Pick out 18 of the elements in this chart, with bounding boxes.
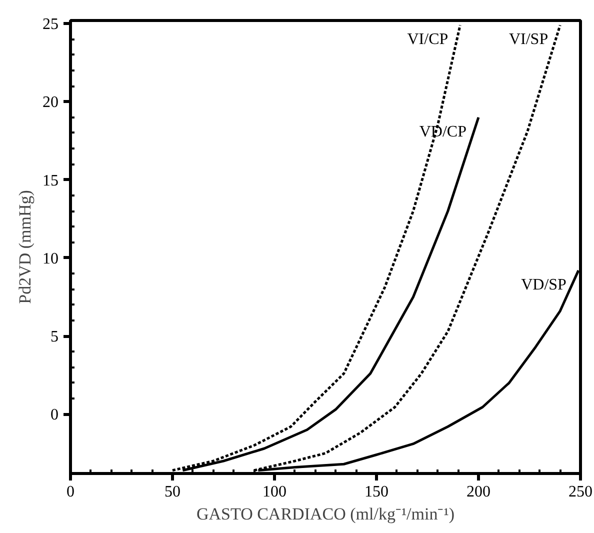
series-label: VI/CP [407, 31, 448, 48]
y-tick-label: 5 [50, 328, 58, 346]
y-tick-label: 25 [42, 16, 58, 34]
x-tick-label: 250 [568, 484, 592, 500]
x-tick-label: 200 [466, 484, 490, 500]
series-label: VD/CP [419, 123, 467, 140]
x-tick-label: 100 [262, 484, 286, 500]
x-tick-label: 0 [66, 484, 74, 500]
y-tick-label: 10 [42, 250, 58, 268]
y-axis-title: Pd2VD (mmHg) [16, 190, 34, 304]
x-axis-title: GASTO CARDIACO (ml/kg⁻¹/min⁻¹) [196, 504, 455, 524]
x-tick-label: 50 [164, 484, 180, 500]
x-tick-label: 150 [364, 484, 388, 500]
y-tick-label: 20 [42, 94, 58, 112]
series-label: VD/SP [521, 276, 567, 294]
y-tick-label: 15 [42, 172, 58, 190]
y-tick-label: 0 [50, 406, 58, 424]
series-label: VI/SP [508, 31, 548, 48]
